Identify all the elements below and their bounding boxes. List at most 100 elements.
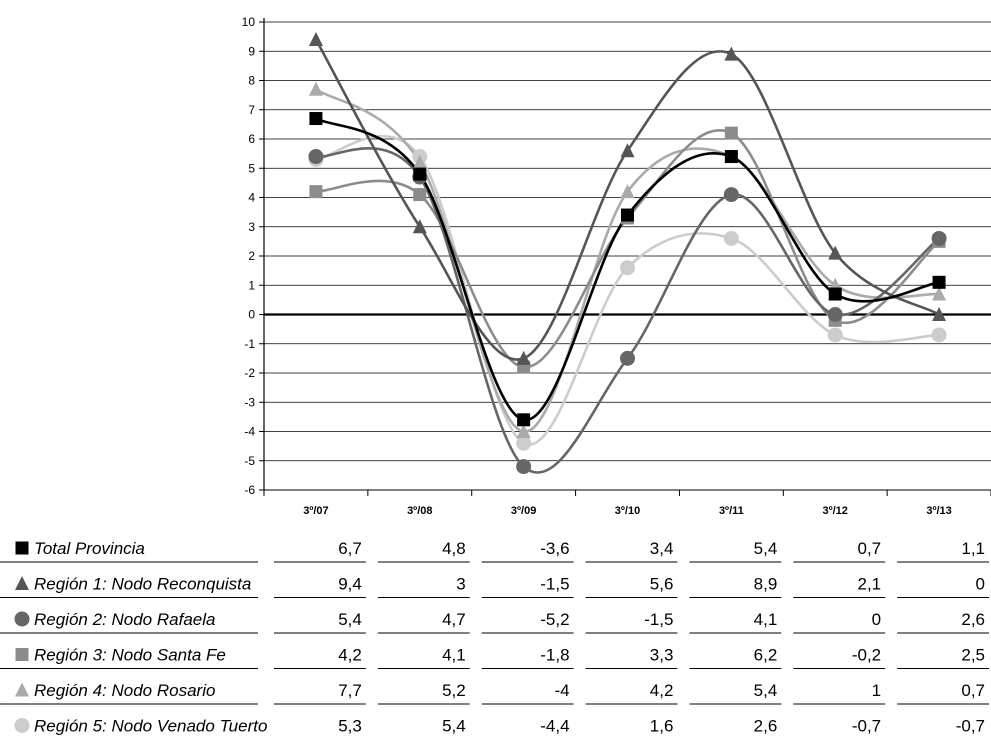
data-point-region-2-nodo-rafaela [931, 230, 947, 246]
data-label: 3,4 [650, 539, 674, 558]
data-label: 5,6 [650, 575, 674, 594]
data-label: -0,7 [956, 717, 985, 736]
data-point-total-provincia [413, 167, 427, 181]
data-label: -4,4 [540, 717, 569, 736]
data-point-region-4-nodo-rosario [308, 81, 323, 96]
y-tick-label: 2 [248, 249, 255, 263]
x-tick-label: 3º/09 [511, 505, 536, 517]
data-point-region-2-nodo-rafaela [620, 350, 635, 366]
y-tick-label: -3 [244, 395, 255, 409]
legend-marker-region-2-nodo-rafaela [14, 611, 30, 627]
data-label: 5,2 [442, 681, 466, 700]
data-label: 1,6 [650, 717, 674, 736]
data-label: 4,8 [442, 539, 466, 558]
data-label: 4,1 [754, 610, 778, 629]
data-point-region-5-nodo-venado-tuerto [516, 435, 532, 451]
data-point-region-5-nodo-venado-tuerto [723, 230, 739, 246]
row-label: Región 3: Nodo Santa Fe [34, 646, 226, 665]
series-line-region-1-nodo-reconquista [314, 38, 940, 361]
data-point-region-3-nodo-santa-fe [413, 188, 427, 202]
data-label: -4 [554, 681, 569, 700]
data-point-total-provincia [828, 287, 842, 301]
data-point-region-5-nodo-venado-tuerto [827, 327, 843, 343]
data-point-total-provincia [932, 275, 946, 289]
data-point-region-1-nodo-reconquista [828, 245, 843, 260]
row-label: Total Provincia [34, 539, 145, 558]
data-label: 9,4 [338, 575, 362, 594]
data-point-region-4-nodo-rosario [932, 286, 947, 301]
y-tick-label: 7 [248, 103, 255, 117]
data-label: -1,8 [540, 646, 569, 665]
data-label: 6,7 [338, 539, 362, 558]
y-tick-label: 4 [248, 191, 255, 205]
data-label: 6,2 [754, 646, 778, 665]
data-point-region-1-nodo-reconquista [932, 307, 947, 321]
data-label: 4,2 [650, 681, 674, 700]
legend-marker-region-4-nodo-rosario [15, 682, 29, 697]
series-markers [308, 32, 947, 475]
data-point-region-4-nodo-rosario [412, 154, 427, 169]
legend-marker-region-1-nodo-reconquista [15, 576, 29, 590]
y-tick-label: -5 [244, 454, 255, 468]
y-tick-label: 6 [248, 132, 255, 146]
x-tick-label: 3º/11 [719, 505, 744, 517]
x-tick-label: 3º/12 [822, 505, 847, 517]
data-label: 2,6 [961, 610, 985, 629]
x-tick-label: 3º/13 [926, 505, 951, 517]
data-point-region-1-nodo-reconquista [724, 46, 739, 61]
x-tick-label: 3º/07 [303, 505, 328, 517]
y-tick-label: 10 [242, 15, 256, 29]
data-label: 5,4 [442, 717, 466, 736]
data-label: 8,9 [754, 575, 778, 594]
data-label: 0,7 [858, 539, 882, 558]
data-point-total-provincia [621, 208, 634, 222]
data-point-region-5-nodo-venado-tuerto [931, 327, 947, 343]
data-point-region-3-nodo-santa-fe [309, 185, 323, 199]
data-table: Total Provincia 6,7 4,8 -3,6 3,4 5,4 0,7 1,1 Reg… [0, 539, 989, 740]
data-point-region-2-nodo-rafaela [827, 307, 843, 322]
data-label: 7,7 [338, 681, 362, 700]
y-tick-label: 9 [248, 44, 255, 58]
data-label: 1 [872, 681, 881, 700]
y-tick-label: 0 [248, 308, 255, 322]
y-tick-label: -1 [244, 337, 255, 351]
data-point-region-1-nodo-reconquista [516, 350, 531, 365]
y-tick-label: 5 [248, 161, 255, 175]
data-label: -1,5 [644, 610, 673, 629]
data-label: 0 [976, 575, 985, 594]
data-label: -5,2 [540, 610, 569, 629]
data-label: 4,7 [442, 610, 466, 629]
legend-marker-total-provincia [15, 541, 29, 555]
row-label: Región 5: Nodo Venado Tuerto [34, 717, 267, 736]
row-label: Región 2: Nodo Rafaela [34, 610, 215, 629]
data-point-region-5-nodo-venado-tuerto [620, 260, 635, 276]
data-label: 5,4 [338, 610, 362, 629]
data-label: 3,3 [650, 646, 674, 665]
y-tick-label: 8 [248, 74, 255, 88]
y-tick-label: -6 [244, 483, 255, 497]
data-label: -0,2 [852, 646, 881, 665]
data-label: 2,1 [858, 575, 882, 594]
data-point-total-provincia [309, 112, 323, 126]
row-label: Región 1: Nodo Reconquista [34, 575, 251, 594]
data-label: 5,4 [754, 539, 778, 558]
y-tick-label: 1 [248, 278, 255, 292]
y-tick-label: 3 [248, 220, 255, 234]
data-point-region-4-nodo-rosario [620, 184, 635, 199]
data-point-region-2-nodo-rafaela [516, 459, 532, 475]
data-point-region-1-nodo-reconquista [620, 143, 635, 158]
data-label: 1,1 [961, 539, 985, 558]
data-label: 0,7 [961, 681, 985, 700]
data-point-total-provincia [724, 150, 738, 164]
data-label: -3,6 [540, 539, 569, 558]
y-tick-label: -2 [244, 366, 255, 380]
data-label: 5,4 [754, 681, 778, 700]
series-line-total-provincia [315, 117, 940, 422]
y-tick-label: -4 [244, 425, 255, 439]
data-label: -1,5 [540, 575, 569, 594]
data-point-region-3-nodo-santa-fe [724, 126, 738, 140]
data-point-region-1-nodo-reconquista [308, 32, 323, 47]
data-label: 2,5 [961, 646, 985, 665]
